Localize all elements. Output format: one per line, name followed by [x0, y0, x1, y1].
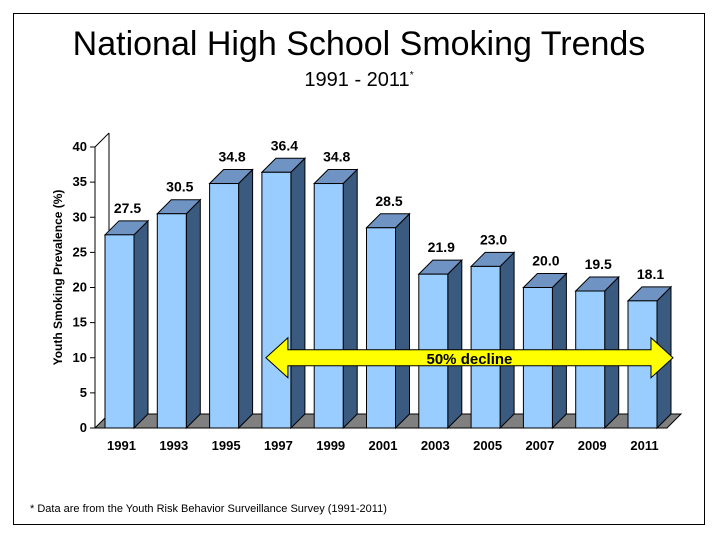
x-tick-label: 1991	[107, 438, 136, 453]
x-tick-label: 2005	[473, 438, 502, 453]
bar	[156, 213, 187, 429]
data-label: 36.4	[271, 137, 298, 153]
decline-arrow	[265, 336, 674, 379]
data-label: 18.1	[637, 266, 664, 282]
data-label: 19.5	[585, 256, 612, 272]
chart-subtitle: 1991 - 2011*	[13, 68, 705, 92]
y-axis-top-edge	[94, 132, 110, 148]
y-axis-title: Youth Smoking Prevalence (%)	[51, 190, 65, 366]
data-label: 30.5	[166, 179, 193, 195]
data-label: 27.5	[114, 200, 141, 216]
chart-title: National High School Smoking Trends	[72, 25, 646, 63]
bar	[261, 171, 292, 429]
y-tick-label: 35	[73, 174, 87, 189]
bar-side	[133, 219, 149, 430]
y-tick-label: 5	[80, 385, 87, 400]
y-tick-label: 15	[73, 315, 87, 330]
y-tick-label: 30	[73, 209, 87, 224]
y-tick-label: 25	[73, 244, 87, 259]
bar-side	[290, 157, 306, 430]
bar	[104, 234, 135, 429]
x-tick-label: 2011	[630, 438, 658, 453]
data-label: 21.9	[428, 239, 455, 255]
bar	[470, 265, 501, 429]
bar	[366, 227, 396, 429]
x-tick-label: 1997	[264, 438, 293, 453]
footnote: * Data are from the Youth Risk Behavior …	[30, 503, 387, 515]
data-label: 34.8	[323, 149, 350, 165]
x-tick-label: 2009	[578, 438, 607, 453]
bar-side	[395, 212, 410, 430]
bar	[313, 183, 344, 429]
x-tick-label: 2007	[525, 438, 554, 453]
bar-side	[342, 168, 358, 430]
x-tick-label: 2003	[421, 438, 450, 453]
data-label: 28.5	[375, 193, 402, 209]
bar-side	[447, 258, 463, 430]
bar-side	[238, 168, 254, 430]
y-tick-label: 40	[73, 139, 87, 154]
data-label: 23.0	[480, 231, 507, 247]
data-label: 34.8	[218, 149, 245, 165]
y-tick-label: 0	[80, 420, 87, 435]
x-tick-label: 1993	[159, 438, 188, 453]
bar-side	[185, 198, 201, 430]
x-tick-label: 1999	[316, 438, 345, 453]
y-tick-label: 20	[73, 280, 87, 295]
subtitle-text: 1991 - 2011	[304, 69, 410, 91]
bar	[209, 183, 240, 429]
subtitle-footnote-marker: *	[409, 70, 414, 81]
x-tick-label: 2001	[369, 438, 398, 453]
y-tick-label: 10	[73, 350, 87, 365]
decline-annotation: 50% decline	[427, 351, 513, 368]
x-tick-label: 1995	[212, 438, 241, 453]
bar-side	[499, 251, 515, 430]
data-label: 20.0	[532, 253, 559, 269]
